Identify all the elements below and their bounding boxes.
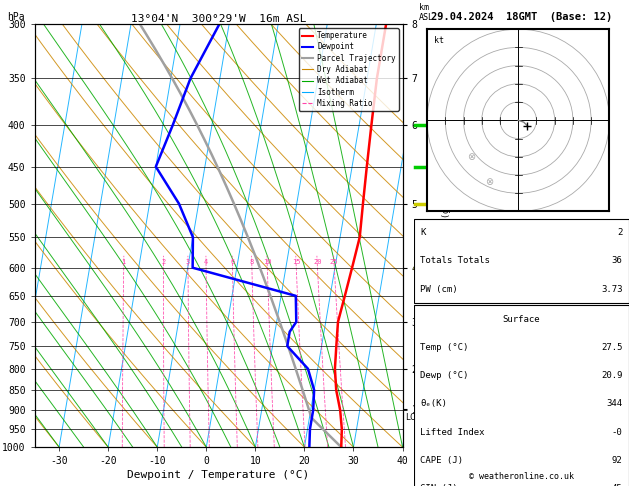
- Text: 2: 2: [617, 228, 623, 237]
- Text: 3.73: 3.73: [601, 285, 623, 294]
- Text: 36: 36: [612, 257, 623, 265]
- Text: 344: 344: [606, 399, 623, 408]
- Text: -0: -0: [612, 428, 623, 436]
- FancyBboxPatch shape: [414, 219, 629, 303]
- Text: 29.04.2024  18GMT  (Base: 12): 29.04.2024 18GMT (Base: 12): [431, 12, 612, 22]
- Text: 20: 20: [313, 259, 321, 265]
- Text: ⊗: ⊗: [467, 152, 475, 162]
- Text: LCL: LCL: [405, 413, 420, 422]
- Text: hPa: hPa: [7, 12, 25, 22]
- Text: ⊗: ⊗: [485, 177, 493, 187]
- Text: Dewp (°C): Dewp (°C): [420, 371, 469, 380]
- Text: θₑ(K): θₑ(K): [420, 399, 447, 408]
- Text: 20.9: 20.9: [601, 371, 623, 380]
- Text: CAPE (J): CAPE (J): [420, 456, 464, 465]
- Text: 10: 10: [263, 259, 272, 265]
- X-axis label: Dewpoint / Temperature (°C): Dewpoint / Temperature (°C): [128, 470, 309, 480]
- Text: 25: 25: [330, 259, 338, 265]
- Text: K: K: [420, 228, 426, 237]
- Text: 92: 92: [612, 456, 623, 465]
- Text: Mixing Ratio (g/kg): Mixing Ratio (g/kg): [442, 188, 451, 283]
- Text: kt: kt: [435, 36, 444, 46]
- Title: 13°04'N  300°29'W  16m ASL: 13°04'N 300°29'W 16m ASL: [131, 14, 306, 23]
- Text: PW (cm): PW (cm): [420, 285, 458, 294]
- Text: © weatheronline.co.uk: © weatheronline.co.uk: [469, 472, 574, 481]
- Text: Temp (°C): Temp (°C): [420, 343, 469, 352]
- Legend: Temperature, Dewpoint, Parcel Trajectory, Dry Adiabat, Wet Adiabat, Isotherm, Mi: Temperature, Dewpoint, Parcel Trajectory…: [299, 28, 399, 111]
- Text: Lifted Index: Lifted Index: [420, 428, 485, 436]
- Text: 27.5: 27.5: [601, 343, 623, 352]
- Text: 8: 8: [250, 259, 254, 265]
- Text: 1: 1: [121, 259, 126, 265]
- Text: 4: 4: [204, 259, 208, 265]
- Text: 6: 6: [230, 259, 235, 265]
- Text: Totals Totals: Totals Totals: [420, 257, 490, 265]
- Text: 15: 15: [292, 259, 301, 265]
- Text: 3: 3: [186, 259, 190, 265]
- FancyBboxPatch shape: [414, 305, 629, 486]
- Text: Surface: Surface: [503, 315, 540, 324]
- Text: km
ASL: km ASL: [419, 3, 434, 22]
- Text: CIN (J): CIN (J): [420, 484, 458, 486]
- Text: 45: 45: [612, 484, 623, 486]
- Text: 2: 2: [161, 259, 165, 265]
